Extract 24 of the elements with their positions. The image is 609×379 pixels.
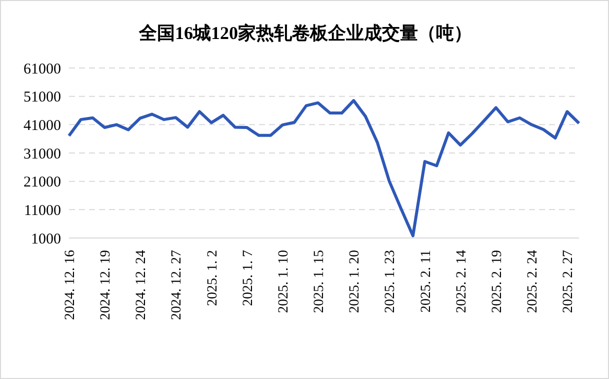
x-tick-label: 2025. 2. 11 — [418, 250, 434, 312]
x-tick-label: 2025. 2. 19 — [490, 250, 505, 313]
x-tick-label: 2025. 2. 14 — [454, 250, 470, 313]
x-tick-label: 2025. 2. 27 — [561, 250, 576, 313]
x-tick-label: 2025. 1. 23 — [383, 250, 398, 313]
x-tick-label: 2024. 12. 19 — [98, 250, 114, 320]
x-tick-label: 2025. 1. 2 — [205, 250, 220, 306]
x-tick-label: 2024. 12. 24 — [134, 250, 150, 320]
x-tick-label: 2025. 2. 24 — [526, 250, 541, 313]
y-tick-label: 1000 — [31, 231, 61, 248]
x-tick-label: 2025. 1. 7 — [240, 250, 256, 306]
x-tick-label: 2024. 12. 16 — [63, 250, 78, 320]
y-tick-label: 11000 — [24, 202, 61, 219]
chart-title: 全国16城120家热轧卷板企业成交量（吨） — [138, 22, 473, 45]
y-tick-label: 51000 — [24, 90, 61, 106]
y-tick-label: 41000 — [24, 118, 61, 134]
x-tick-label: 2025. 1. 10 — [276, 250, 292, 313]
y-tick-label: 61000 — [24, 61, 61, 78]
line-series — [68, 99, 580, 238]
y-tick-label: 21000 — [24, 174, 61, 191]
x-tick-label: 2024. 12. 27 — [170, 250, 185, 320]
x-tick-label: 2025. 1. 15 — [312, 250, 328, 313]
y-tick-label: 31000 — [24, 146, 61, 162]
x-tick-label: 2025. 1. 20 — [348, 250, 363, 313]
